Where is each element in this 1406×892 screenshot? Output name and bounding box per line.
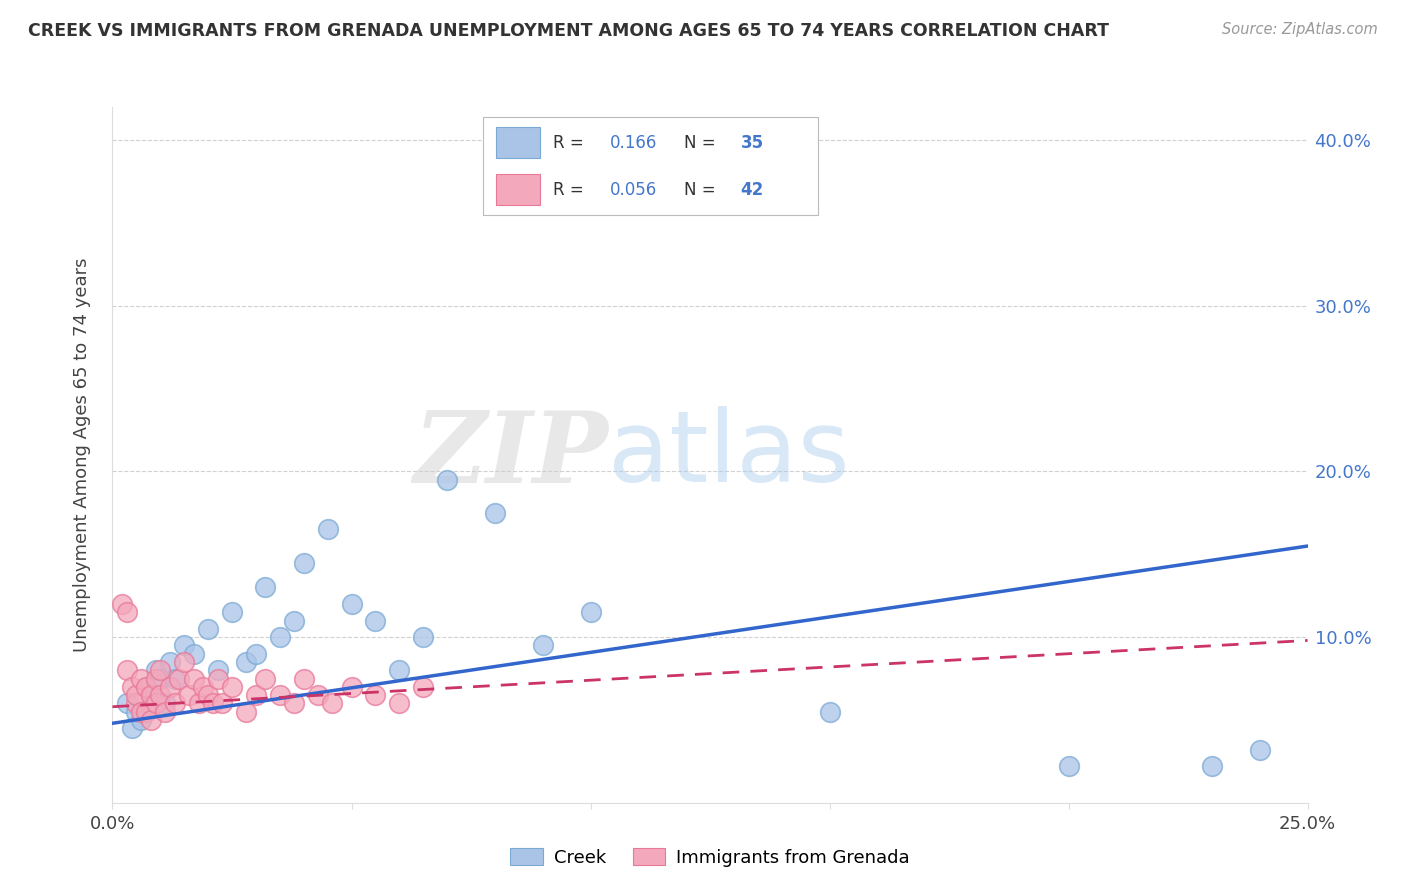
- Point: [159, 680, 181, 694]
- Point: [139, 713, 162, 727]
- Point: [269, 630, 291, 644]
- Point: [149, 688, 172, 702]
- Point: [484, 506, 506, 520]
- Point: [531, 639, 554, 653]
- Point: [316, 523, 339, 537]
- Point: [129, 713, 152, 727]
- Point: [121, 721, 143, 735]
- Point: [125, 688, 148, 702]
- Point: [364, 688, 387, 702]
- Point: [254, 672, 277, 686]
- Point: [173, 655, 195, 669]
- Point: [177, 688, 200, 702]
- Point: [340, 680, 363, 694]
- Point: [818, 705, 841, 719]
- Point: [183, 672, 205, 686]
- Point: [135, 705, 157, 719]
- Point: [292, 556, 315, 570]
- Point: [388, 697, 411, 711]
- Point: [201, 697, 224, 711]
- Point: [139, 688, 162, 702]
- Point: [235, 705, 257, 719]
- Point: [125, 697, 148, 711]
- Point: [207, 672, 229, 686]
- Text: ZIP: ZIP: [413, 407, 609, 503]
- Point: [115, 605, 138, 619]
- Point: [153, 705, 176, 719]
- Point: [221, 605, 243, 619]
- Point: [125, 705, 148, 719]
- Point: [183, 647, 205, 661]
- Point: [149, 663, 172, 677]
- Point: [1201, 759, 1223, 773]
- Point: [115, 663, 138, 677]
- Point: [135, 680, 157, 694]
- Point: [145, 697, 167, 711]
- Point: [169, 672, 191, 686]
- Text: atlas: atlas: [609, 407, 851, 503]
- Y-axis label: Unemployment Among Ages 65 to 74 years: Unemployment Among Ages 65 to 74 years: [73, 258, 91, 652]
- Point: [321, 697, 343, 711]
- Point: [129, 672, 152, 686]
- Legend: Creek, Immigrants from Grenada: Creek, Immigrants from Grenada: [503, 840, 917, 874]
- Point: [283, 697, 305, 711]
- Point: [139, 688, 162, 702]
- Point: [292, 672, 315, 686]
- Point: [235, 655, 257, 669]
- Point: [1249, 743, 1271, 757]
- Point: [388, 663, 411, 677]
- Point: [412, 680, 434, 694]
- Point: [307, 688, 329, 702]
- Point: [269, 688, 291, 702]
- Point: [412, 630, 434, 644]
- Text: CREEK VS IMMIGRANTS FROM GRENADA UNEMPLOYMENT AMONG AGES 65 TO 74 YEARS CORRELAT: CREEK VS IMMIGRANTS FROM GRENADA UNEMPLO…: [28, 22, 1109, 40]
- Point: [135, 680, 157, 694]
- Point: [153, 697, 176, 711]
- Point: [173, 639, 195, 653]
- Point: [211, 697, 233, 711]
- Point: [283, 614, 305, 628]
- Point: [254, 581, 277, 595]
- Point: [245, 688, 267, 702]
- Point: [245, 647, 267, 661]
- Point: [145, 663, 167, 677]
- Point: [436, 473, 458, 487]
- Point: [193, 680, 215, 694]
- Point: [207, 663, 229, 677]
- Point: [121, 680, 143, 694]
- Point: [340, 597, 363, 611]
- Point: [1057, 759, 1080, 773]
- Point: [115, 697, 138, 711]
- Point: [187, 697, 209, 711]
- Point: [364, 614, 387, 628]
- Point: [159, 655, 181, 669]
- Point: [197, 622, 219, 636]
- Point: [145, 672, 167, 686]
- Point: [579, 605, 602, 619]
- Point: [163, 672, 186, 686]
- Point: [197, 688, 219, 702]
- Point: [163, 697, 186, 711]
- Point: [221, 680, 243, 694]
- Point: [129, 705, 152, 719]
- Point: [149, 672, 172, 686]
- Point: [111, 597, 134, 611]
- Text: Source: ZipAtlas.com: Source: ZipAtlas.com: [1222, 22, 1378, 37]
